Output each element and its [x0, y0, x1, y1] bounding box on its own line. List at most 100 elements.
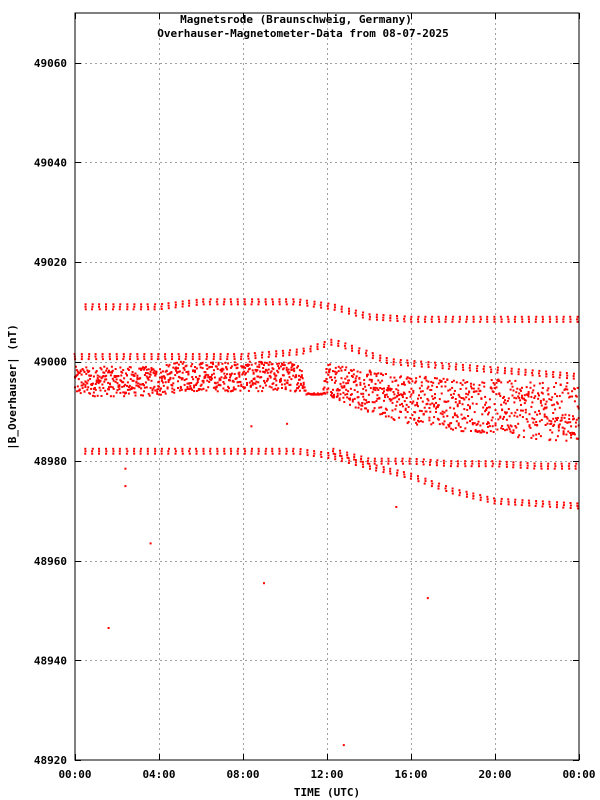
data-point — [126, 384, 128, 387]
data-point — [481, 381, 484, 384]
data-point — [169, 377, 172, 380]
data-point-mid-upper — [552, 376, 555, 378]
data-point — [81, 387, 84, 390]
data-point — [330, 394, 333, 397]
data-point — [254, 368, 257, 371]
data-point-lower-spike — [541, 505, 544, 508]
data-point-outlier — [149, 542, 152, 545]
data-point — [351, 400, 354, 403]
data-point-upper-spike — [306, 304, 309, 307]
data-point — [166, 373, 169, 376]
data-point — [265, 369, 268, 372]
data-point — [414, 411, 417, 414]
data-point — [447, 400, 450, 403]
data-point-mid-upper — [177, 353, 180, 356]
data-point-mid-upper — [122, 358, 125, 361]
data-point-upper-spike — [389, 317, 392, 319]
data-point-lower-spike — [265, 447, 268, 450]
data-point — [119, 391, 122, 394]
data-point-upper-spike — [375, 313, 378, 316]
data-point — [119, 366, 122, 369]
data-point-lower-spike — [535, 502, 538, 505]
data-point-mid-upper — [288, 351, 291, 354]
data-point — [167, 381, 170, 383]
data-point — [301, 385, 304, 388]
data-point-mid-lower — [387, 462, 390, 465]
data-point-lower-spike — [285, 452, 288, 455]
data-point — [316, 392, 319, 395]
data-point-mid-lower — [435, 464, 438, 467]
data-point — [379, 387, 382, 389]
data-point-lower-spike — [375, 467, 378, 469]
data-point — [299, 382, 302, 385]
data-point-mid-upper — [129, 355, 132, 358]
data-point — [477, 387, 480, 390]
data-point-upper-spike — [354, 312, 357, 315]
data-point-mid-upper — [254, 354, 257, 357]
data-point — [413, 418, 416, 421]
data-point — [246, 370, 249, 373]
data-point — [515, 391, 518, 394]
data-point — [74, 365, 77, 368]
data-point — [367, 393, 370, 396]
data-point-lower-spike — [437, 485, 440, 488]
data-point — [129, 366, 132, 369]
data-point — [96, 394, 99, 397]
data-point-upper-spike — [479, 315, 482, 318]
data-point — [201, 367, 204, 370]
data-point — [373, 407, 376, 410]
data-point-mid-upper — [538, 372, 540, 375]
data-point-lower-spike — [292, 447, 295, 450]
data-point — [456, 415, 459, 418]
data-point-upper-spike — [236, 300, 239, 303]
data-point-mid-upper — [351, 347, 353, 350]
data-point-mid-lower — [332, 452, 335, 455]
data-point — [359, 371, 362, 374]
data-point — [440, 392, 443, 395]
data-point — [536, 424, 539, 427]
data-point-mid-upper — [558, 376, 561, 379]
data-point — [555, 382, 557, 385]
y-tick-label: 49020 — [34, 256, 67, 269]
data-point-mid-upper — [483, 370, 485, 373]
data-point — [466, 421, 469, 424]
data-point — [259, 370, 262, 373]
data-point — [377, 372, 380, 375]
data-point — [334, 379, 337, 382]
data-point-lower-spike — [465, 495, 468, 498]
data-point-upper-spike — [292, 303, 295, 306]
data-point — [434, 377, 436, 380]
data-point — [449, 388, 452, 391]
data-point — [432, 397, 435, 400]
data-point — [159, 368, 161, 371]
data-point-upper-spike — [549, 320, 551, 323]
data-point — [198, 363, 201, 366]
data-point — [364, 402, 367, 405]
data-point — [336, 392, 339, 395]
data-point — [538, 432, 540, 435]
data-point-upper-spike — [223, 300, 226, 303]
data-point — [572, 415, 574, 418]
data-point-lower-spike — [562, 506, 565, 509]
data-point — [386, 389, 389, 392]
data-point — [255, 386, 258, 389]
x-tick-label: 00:00 — [562, 768, 595, 781]
data-point-upper-spike — [541, 320, 544, 323]
data-point — [497, 378, 500, 381]
data-point — [394, 408, 397, 411]
data-point — [425, 410, 428, 413]
data-point — [324, 380, 327, 383]
data-point — [376, 387, 379, 390]
data-point-mid-lower — [380, 460, 383, 463]
data-point — [166, 386, 169, 389]
data-point-mid-upper — [150, 358, 153, 361]
data-point — [250, 379, 253, 382]
data-point — [217, 361, 220, 364]
data-point — [561, 426, 564, 429]
data-point — [369, 387, 372, 390]
data-point — [111, 377, 114, 380]
data-point — [537, 397, 540, 400]
data-point — [264, 384, 267, 387]
data-point-mid-upper — [434, 361, 436, 364]
data-point-upper-spike — [424, 320, 427, 323]
